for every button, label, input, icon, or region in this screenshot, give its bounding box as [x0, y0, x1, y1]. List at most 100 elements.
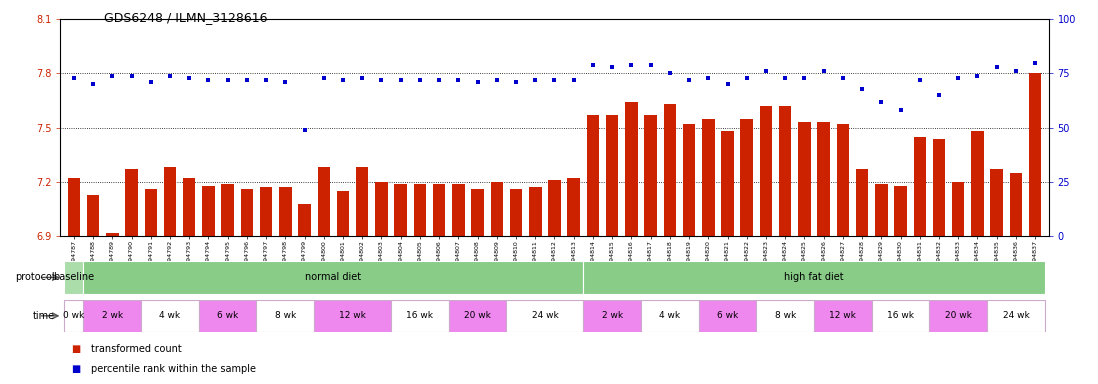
- Text: baseline: baseline: [54, 272, 94, 283]
- Text: 6 wk: 6 wk: [217, 311, 238, 320]
- Point: [911, 77, 929, 83]
- Point: [642, 62, 660, 68]
- Bar: [83, 261, 583, 294]
- Bar: [87, 195, 99, 236]
- Point: [372, 77, 390, 83]
- Bar: [222, 184, 234, 236]
- Bar: [529, 187, 541, 236]
- Bar: [583, 261, 1044, 294]
- Bar: [721, 131, 733, 236]
- Text: 8 wk: 8 wk: [774, 311, 796, 320]
- Point: [968, 73, 986, 79]
- Text: GDS6248 / ILMN_3128616: GDS6248 / ILMN_3128616: [104, 12, 268, 25]
- Point: [1027, 60, 1044, 66]
- Bar: [183, 178, 195, 236]
- Text: 12 wk: 12 wk: [339, 311, 366, 320]
- Bar: [952, 182, 964, 236]
- Point: [604, 64, 621, 70]
- Bar: [68, 178, 80, 236]
- Text: ■: ■: [71, 344, 80, 354]
- Bar: [698, 300, 757, 332]
- Bar: [356, 167, 369, 236]
- Point: [584, 62, 602, 68]
- Bar: [1029, 73, 1041, 236]
- Bar: [414, 184, 426, 236]
- Point: [796, 75, 814, 81]
- Point: [623, 62, 640, 68]
- Point: [411, 77, 428, 83]
- Bar: [83, 300, 142, 332]
- Text: 24 wk: 24 wk: [531, 311, 558, 320]
- Bar: [641, 300, 698, 332]
- Text: percentile rank within the sample: percentile rank within the sample: [91, 364, 256, 374]
- Point: [988, 64, 1006, 70]
- Point: [950, 75, 967, 81]
- Bar: [65, 300, 83, 332]
- Point: [719, 81, 737, 88]
- Bar: [202, 185, 215, 236]
- Point: [892, 107, 909, 113]
- Point: [546, 77, 563, 83]
- Bar: [317, 167, 330, 236]
- Text: ■: ■: [71, 364, 80, 374]
- Point: [65, 75, 82, 81]
- Bar: [1010, 173, 1022, 236]
- Point: [161, 73, 179, 79]
- Bar: [625, 103, 638, 236]
- Point: [449, 77, 467, 83]
- Bar: [606, 115, 618, 236]
- Point: [392, 77, 410, 83]
- Bar: [855, 169, 869, 236]
- Bar: [990, 169, 1002, 236]
- Point: [738, 75, 755, 81]
- Point: [758, 68, 775, 74]
- Bar: [509, 189, 523, 236]
- Bar: [433, 184, 446, 236]
- Bar: [491, 182, 503, 236]
- Point: [180, 75, 198, 81]
- Point: [1007, 68, 1024, 74]
- Text: 2 wk: 2 wk: [102, 311, 123, 320]
- Bar: [586, 115, 600, 236]
- Point: [219, 77, 236, 83]
- Bar: [107, 233, 119, 236]
- Bar: [314, 300, 391, 332]
- Bar: [894, 185, 907, 236]
- Bar: [645, 115, 657, 236]
- Text: transformed count: transformed count: [91, 344, 182, 354]
- Bar: [987, 300, 1044, 332]
- Bar: [933, 139, 945, 236]
- Point: [257, 77, 274, 83]
- Bar: [506, 300, 583, 332]
- Bar: [568, 178, 580, 236]
- Point: [142, 79, 159, 85]
- Bar: [257, 300, 314, 332]
- Point: [354, 75, 371, 81]
- Bar: [240, 189, 254, 236]
- Bar: [548, 180, 561, 236]
- Bar: [279, 187, 292, 236]
- Point: [315, 75, 333, 81]
- Point: [430, 77, 448, 83]
- Point: [565, 77, 583, 83]
- Point: [681, 77, 698, 83]
- Point: [873, 99, 890, 105]
- Text: 6 wk: 6 wk: [717, 311, 738, 320]
- Bar: [972, 131, 984, 236]
- Text: 0 wk: 0 wk: [64, 311, 85, 320]
- Bar: [875, 184, 887, 236]
- Point: [834, 75, 852, 81]
- Point: [507, 79, 525, 85]
- Bar: [757, 300, 814, 332]
- Bar: [145, 189, 157, 236]
- Bar: [914, 137, 926, 236]
- Bar: [471, 189, 484, 236]
- Point: [334, 77, 351, 83]
- Bar: [760, 106, 772, 236]
- Bar: [299, 204, 311, 236]
- Text: 20 wk: 20 wk: [464, 311, 491, 320]
- Bar: [125, 169, 137, 236]
- Text: 20 wk: 20 wk: [944, 311, 972, 320]
- Point: [469, 79, 486, 85]
- Bar: [798, 122, 810, 236]
